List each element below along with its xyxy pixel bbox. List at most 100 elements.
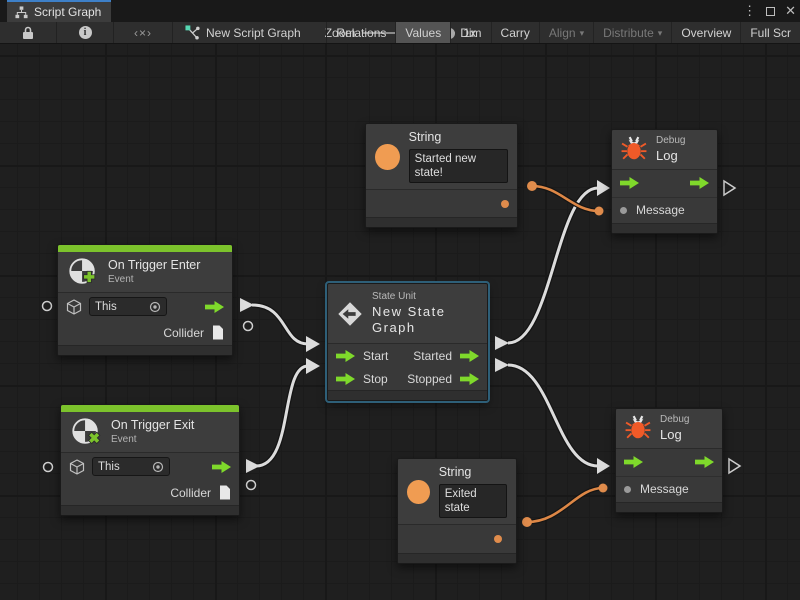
info-button[interactable]: i bbox=[57, 22, 113, 43]
collider-document-icon bbox=[220, 485, 230, 500]
carry-button[interactable]: Carry bbox=[490, 22, 539, 43]
lock-icon bbox=[23, 26, 33, 39]
flow-output-port[interactable] bbox=[460, 349, 479, 362]
bug-icon bbox=[621, 136, 647, 160]
graph-toolbar: i ‹×› New Script Graph Zoom 1x Relations… bbox=[0, 22, 800, 44]
node-kind: Debug bbox=[656, 135, 686, 146]
value-output-port[interactable] bbox=[494, 535, 502, 544]
flow-output-port[interactable] bbox=[690, 177, 709, 190]
tab-script-graph[interactable]: Script Graph bbox=[7, 0, 111, 22]
node-subtitle: Event bbox=[108, 273, 134, 285]
window-menu-icon[interactable]: ⋮ bbox=[743, 3, 757, 18]
port-label: Start bbox=[363, 348, 389, 363]
node-footer bbox=[616, 501, 722, 512]
flow-row bbox=[616, 449, 722, 476]
port-row: Collider bbox=[58, 320, 232, 345]
flow-input-port[interactable] bbox=[620, 177, 639, 190]
tab-bar: Script Graph ⋮ ✕ bbox=[0, 0, 800, 22]
flow-output-port[interactable] bbox=[240, 298, 509, 473]
flow-connection bbox=[251, 186, 599, 468]
node-on-trigger-exit[interactable]: On Trigger Exit Event This Collider bbox=[60, 404, 240, 516]
target-object-value: This bbox=[98, 460, 120, 473]
trigger-enter-icon bbox=[69, 258, 96, 284]
code-icon: ‹×› bbox=[134, 25, 152, 40]
port-label: Collider bbox=[163, 325, 204, 340]
node-header[interactable]: On Trigger Enter Event bbox=[58, 252, 232, 293]
node-string-top[interactable]: String Started new state! bbox=[365, 123, 518, 229]
node-title: New State Graph bbox=[372, 303, 446, 335]
node-header[interactable]: Debug Log bbox=[616, 409, 722, 449]
string-value-input[interactable]: Exited state bbox=[438, 483, 507, 519]
node-title: String bbox=[438, 465, 472, 479]
value-port[interactable] bbox=[522, 181, 608, 527]
flow-output-port[interactable] bbox=[212, 460, 231, 473]
relations-button[interactable]: Relations bbox=[326, 22, 395, 43]
flow-row bbox=[612, 170, 717, 197]
flow-output-port[interactable] bbox=[695, 456, 714, 469]
port-label: Collider bbox=[170, 485, 211, 500]
node-debug-log-top[interactable]: Debug Log Message bbox=[611, 129, 718, 234]
gameobject-cube-icon bbox=[69, 458, 85, 475]
object-picker-icon[interactable] bbox=[149, 301, 161, 313]
port-row: This bbox=[58, 293, 232, 320]
port-row: Message bbox=[612, 196, 717, 223]
flow-input-port[interactable] bbox=[336, 372, 355, 385]
port-label: Stop bbox=[363, 371, 388, 386]
string-value-input[interactable]: Started new state! bbox=[408, 148, 508, 184]
bug-icon bbox=[625, 415, 651, 439]
distribute-button[interactable]: Distribute ▾ bbox=[593, 22, 671, 43]
node-footer bbox=[328, 390, 487, 400]
object-picker-icon[interactable] bbox=[152, 461, 164, 473]
fullscreen-button[interactable]: Full Scr bbox=[740, 22, 800, 43]
code-view-button[interactable]: ‹×› bbox=[114, 22, 172, 43]
flow-output-port[interactable] bbox=[460, 372, 479, 385]
node-header[interactable]: String Started new state! bbox=[366, 124, 517, 191]
node-string-bottom[interactable]: String Exited state bbox=[397, 458, 517, 565]
hierarchy-icon bbox=[15, 5, 28, 18]
values-button[interactable]: Values bbox=[395, 22, 451, 43]
port-row: Stop Stopped bbox=[328, 367, 487, 390]
target-object-field[interactable]: This bbox=[92, 457, 170, 476]
value-connection bbox=[526, 184, 604, 524]
node-header[interactable]: String Exited state bbox=[398, 459, 516, 526]
node-header[interactable]: Debug Log bbox=[612, 130, 717, 170]
window-maximize-icon[interactable] bbox=[766, 6, 776, 16]
node-header[interactable]: State Unit New State Graph bbox=[328, 284, 487, 344]
zoom-label: Zoom bbox=[324, 25, 356, 40]
node-kind: Debug bbox=[660, 414, 690, 425]
info-icon: i bbox=[78, 26, 92, 39]
node-header[interactable]: On Trigger Exit Event bbox=[61, 412, 239, 453]
flow-input-port[interactable] bbox=[336, 349, 355, 362]
distribute-label: Distribute bbox=[603, 26, 654, 40]
port-label: Message bbox=[636, 203, 685, 218]
flow-output-port[interactable] bbox=[723, 179, 742, 475]
window-close-icon[interactable]: ✕ bbox=[785, 3, 796, 18]
flow-output-port[interactable] bbox=[205, 300, 224, 313]
align-button[interactable]: Align ▾ bbox=[538, 22, 593, 43]
align-label: Align bbox=[548, 26, 576, 40]
port-label: Stopped bbox=[407, 371, 452, 386]
node-debug-log-bottom[interactable]: Debug Log Message bbox=[615, 408, 723, 513]
separator bbox=[113, 22, 114, 43]
value-port[interactable] bbox=[41, 300, 257, 491]
node-footer bbox=[58, 345, 232, 355]
node-on-trigger-enter[interactable]: On Trigger Enter Event This Collider bbox=[57, 244, 233, 356]
value-output-port[interactable] bbox=[501, 199, 509, 208]
overview-button[interactable]: Overview bbox=[671, 22, 740, 43]
port-row: Start Started bbox=[328, 344, 487, 367]
dim-button[interactable]: Dim bbox=[450, 22, 490, 43]
value-input-port[interactable] bbox=[620, 206, 627, 214]
target-object-field[interactable]: This bbox=[89, 297, 167, 316]
separator bbox=[172, 22, 173, 43]
node-state-unit[interactable]: State Unit New State Graph Start Started… bbox=[325, 281, 490, 403]
tab-label: Script Graph bbox=[34, 5, 102, 19]
graph-canvas[interactable]: String Started new state! Debug bbox=[0, 44, 800, 600]
flow-input-port[interactable] bbox=[624, 456, 643, 469]
event-accent-bar bbox=[58, 245, 232, 252]
lock-button[interactable] bbox=[0, 22, 56, 43]
chevron-down-icon: ▾ bbox=[579, 27, 585, 38]
node-kind: State Unit bbox=[372, 291, 416, 302]
value-input-port[interactable] bbox=[624, 485, 631, 493]
connections-layer bbox=[41, 179, 742, 527]
node-title: Log bbox=[660, 426, 682, 442]
